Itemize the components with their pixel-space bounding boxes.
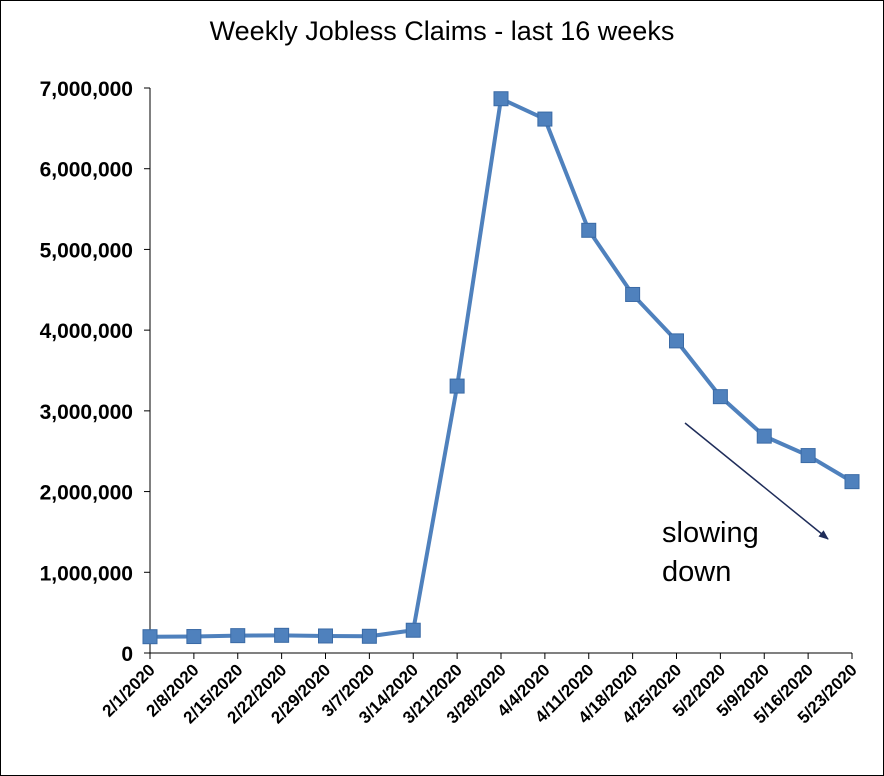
y-tick-label: 1,000,000	[40, 562, 133, 585]
data-point-marker	[669, 333, 684, 349]
annotation-text-line-1: slowing	[662, 517, 759, 549]
data-point-marker	[186, 629, 202, 645]
data-point-marker	[405, 622, 421, 638]
y-tick-label: 2,000,000	[40, 482, 133, 505]
data-point-marker	[625, 286, 641, 302]
data-point-marker	[712, 389, 728, 405]
y-tick-label: 0	[121, 643, 133, 666]
data-point-marker	[274, 627, 290, 643]
y-tick-label: 6,000,000	[40, 159, 133, 182]
y-tick-label: 3,000,000	[40, 401, 133, 424]
data-point-marker	[142, 629, 158, 645]
data-point-marker	[230, 628, 246, 644]
data-point-marker	[756, 428, 772, 444]
data-point-marker	[318, 628, 333, 644]
y-tick-label: 7,000,000	[40, 78, 133, 101]
data-point-marker	[844, 474, 860, 490]
y-tick-label: 5,000,000	[40, 239, 133, 262]
data-point-marker	[537, 111, 553, 127]
data-point-marker	[449, 378, 465, 394]
y-tick-label: 4,000,000	[40, 320, 133, 343]
chart-title: Weekly Jobless Claims - last 16 weeks	[209, 16, 675, 46]
data-point-marker	[361, 628, 377, 644]
data-point-marker	[800, 448, 816, 464]
annotation-text-line-2: down	[662, 556, 731, 588]
series-line	[149, 96, 854, 639]
annotation-arrow	[684, 422, 829, 540]
data-point-marker	[493, 91, 509, 107]
data-point-marker	[581, 222, 597, 238]
